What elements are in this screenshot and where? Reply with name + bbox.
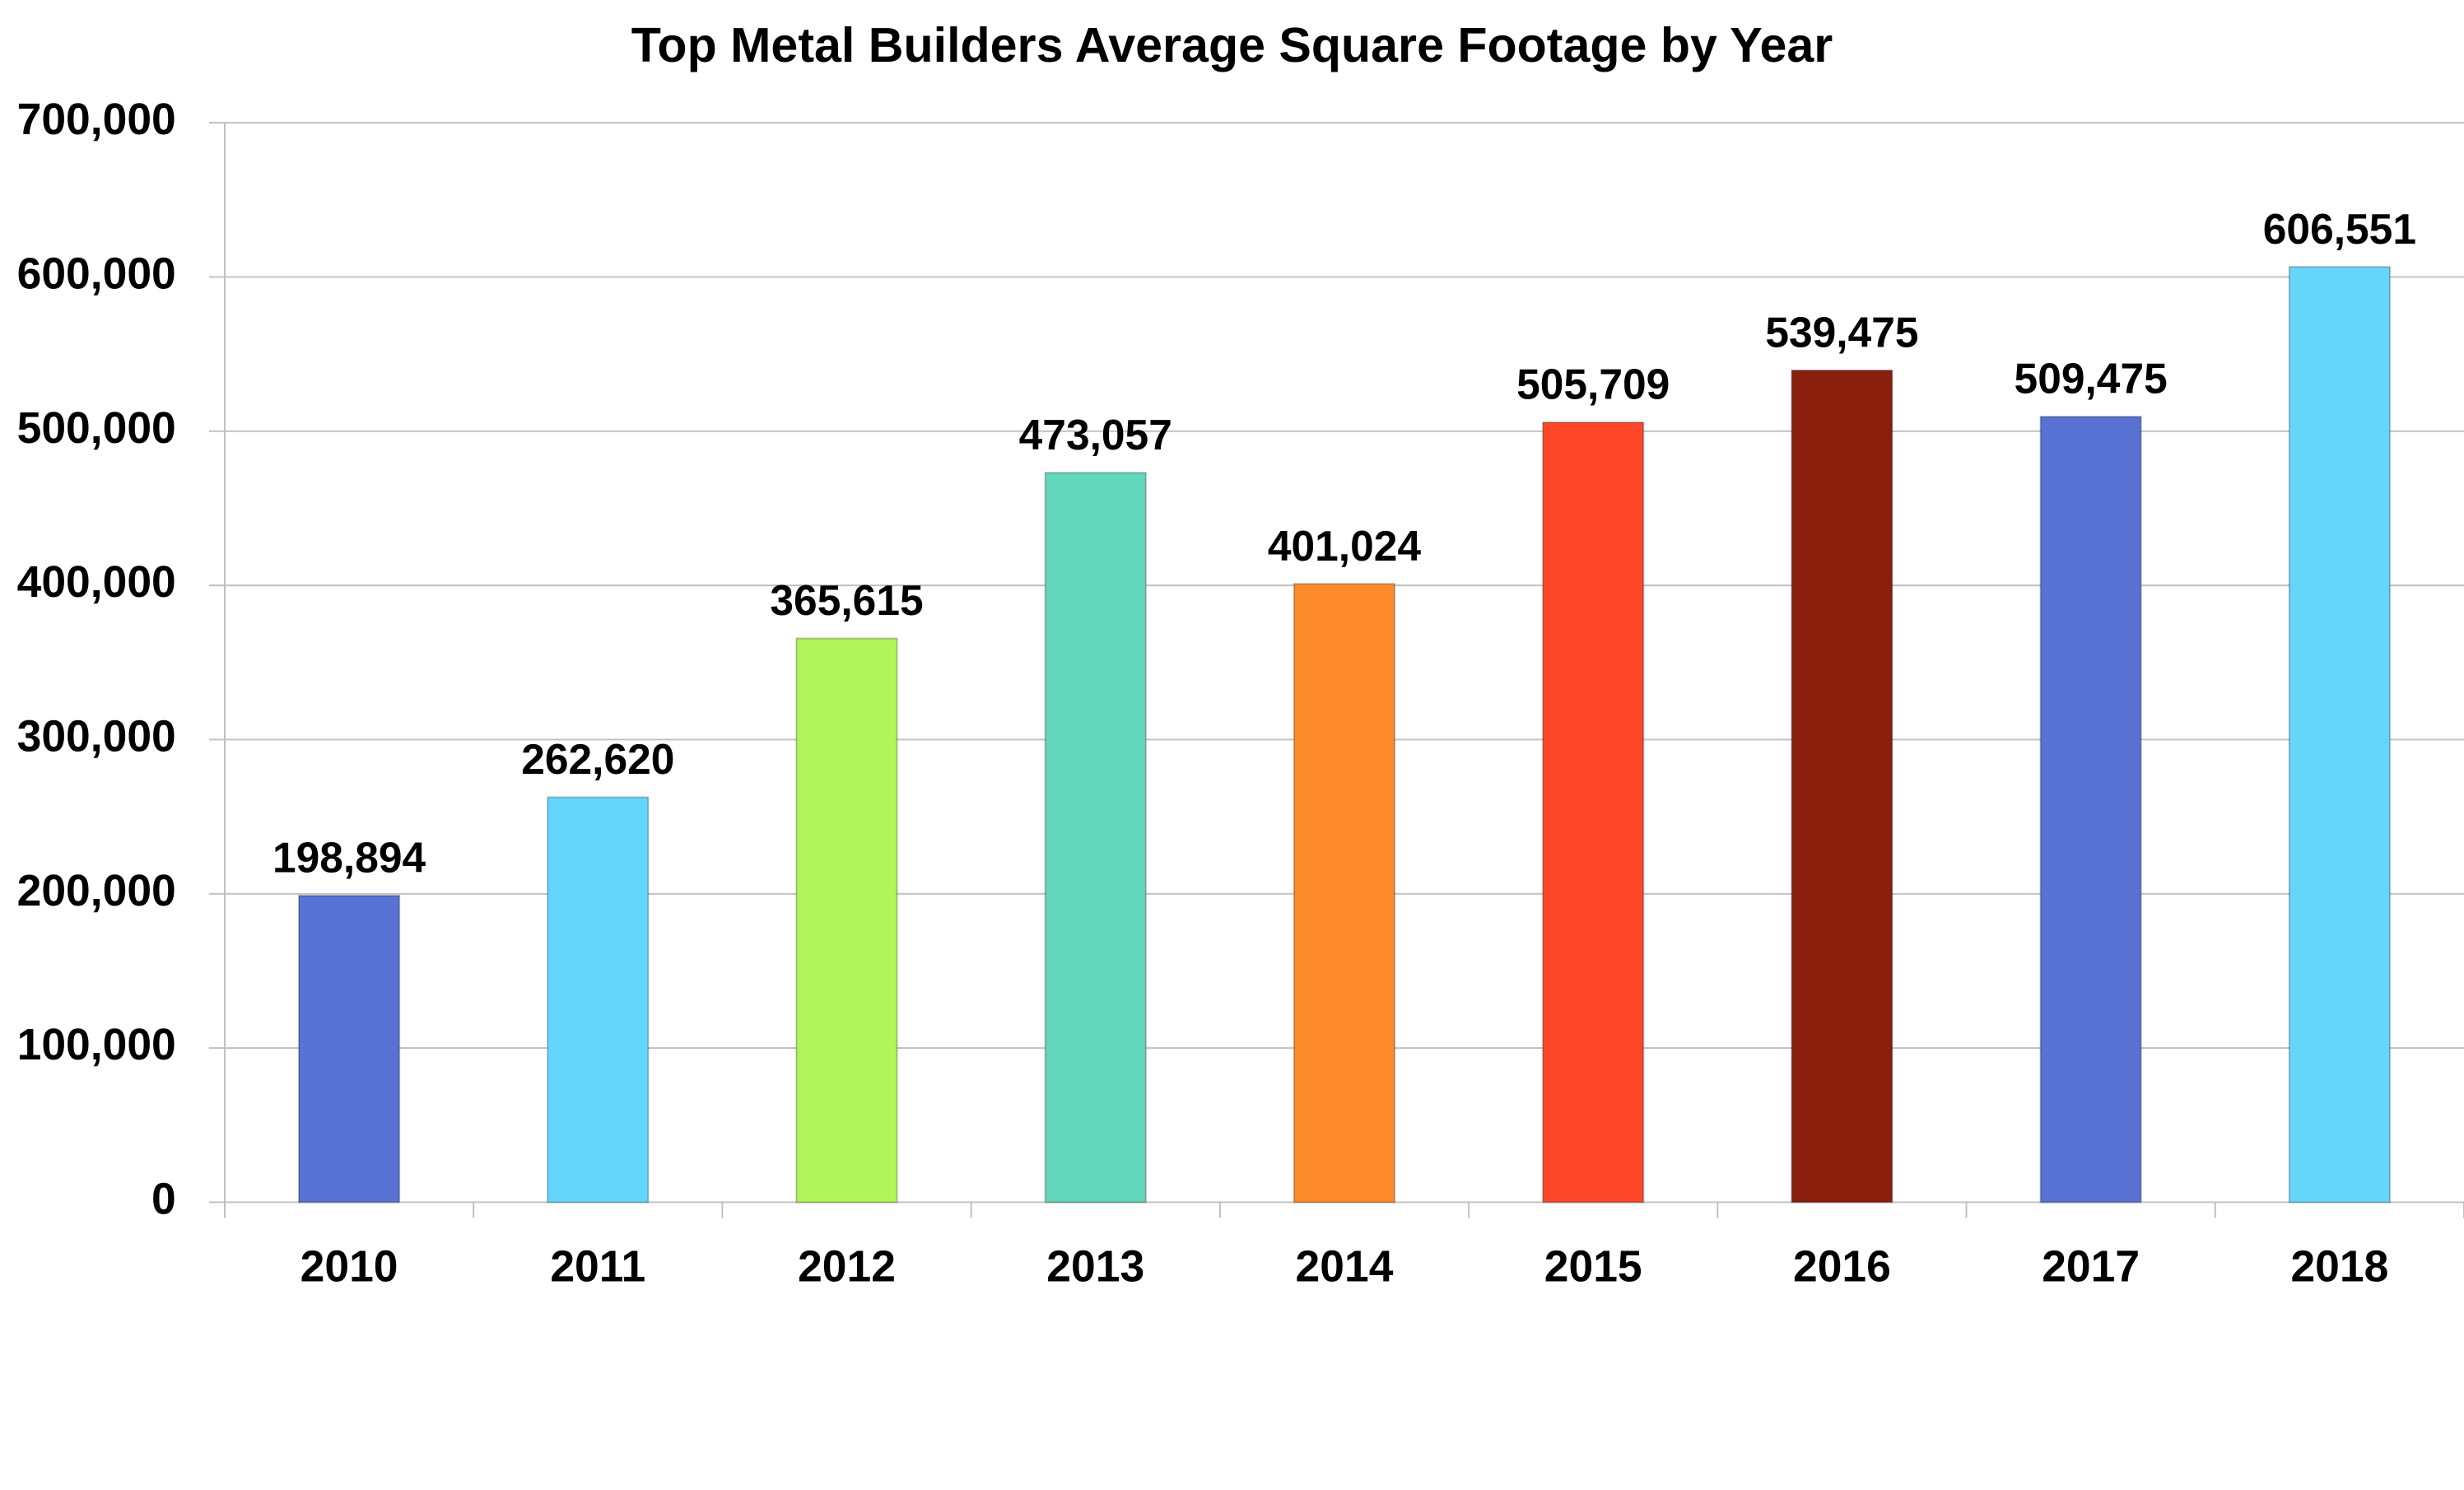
bar [2288,266,2391,1204]
x-tick-label: 2011 [550,1243,645,1292]
x-tick-label: 2017 [2042,1243,2140,1292]
x-tick-label: 2016 [1793,1243,1891,1292]
y-tick-label: 500,000 [17,404,176,453]
bar [1791,369,1893,1204]
bar [795,637,898,1204]
x-tick-label: 2012 [798,1243,896,1292]
x-tick-label: 2018 [2290,1243,2388,1292]
bar [1044,472,1147,1204]
bar [1542,421,1645,1204]
x-tick-label: 2014 [1296,1243,1394,1292]
value-label: 262,620 [521,735,674,783]
y-tick-label: 700,000 [17,95,176,144]
value-label: 539,475 [1765,308,1918,356]
value-label: 606,551 [2263,205,2416,253]
value-label: 365,615 [770,576,923,624]
y-tick-label: 200,000 [17,867,176,915]
value-label: 509,475 [2015,355,2168,403]
bar [298,894,401,1204]
bar [1293,583,1396,1204]
value-label: 505,709 [1516,361,1670,408]
value-label: 401,024 [1268,522,1422,570]
y-tick-label: 300,000 [17,713,176,761]
x-tick-label: 2015 [1544,1243,1642,1292]
x-tick-label: 2013 [1046,1243,1144,1292]
chart-title: Top Metal Builders Average Square Footag… [631,17,1833,72]
x-tick-label: 2010 [300,1243,398,1292]
y-tick-label: 600,000 [17,250,176,299]
y-tick-label: 400,000 [17,558,176,607]
bar [547,796,650,1204]
value-label: 473,057 [1019,411,1172,459]
y-tick-label: 100,000 [17,1021,176,1069]
bar [2039,416,2142,1204]
y-tick-label: 0 [151,1176,176,1224]
value-label: 198,894 [272,833,426,881]
